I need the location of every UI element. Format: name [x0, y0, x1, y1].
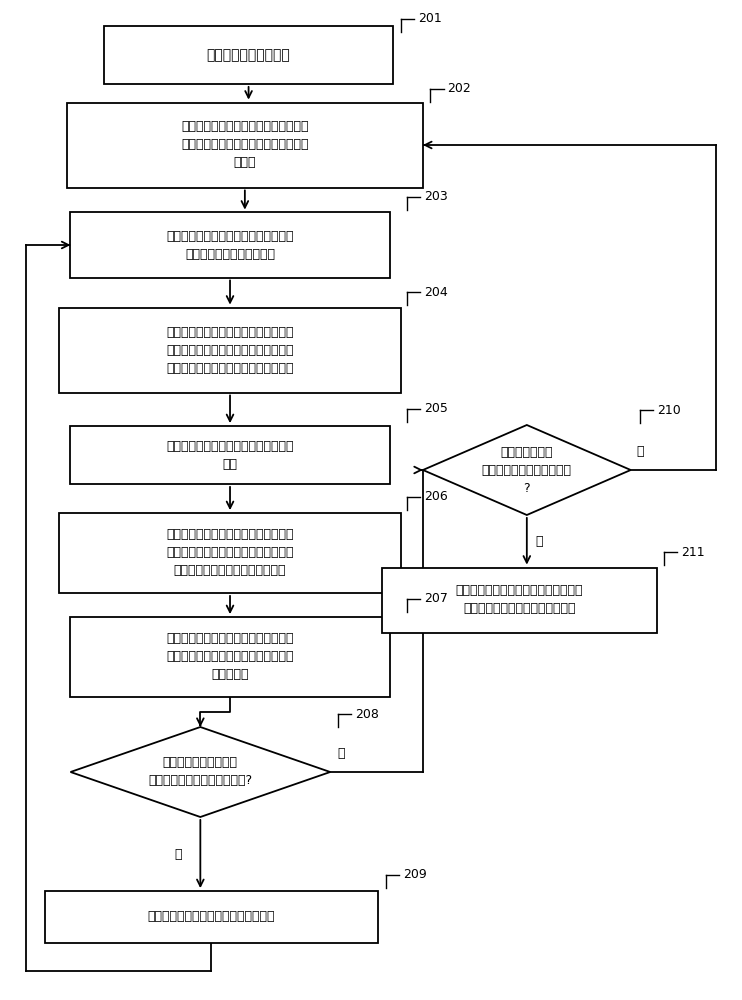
Polygon shape — [423, 425, 631, 515]
Text: 根据两两配对的成对待匹配文件，获得
不包括同一语种的成对待匹配文件的第
一列表: 根据两两配对的成对待匹配文件，获得 不包括同一语种的成对待匹配文件的第 一列表 — [181, 120, 309, 169]
Text: 否: 否 — [174, 848, 182, 860]
Text: 202: 202 — [447, 83, 471, 96]
FancyBboxPatch shape — [70, 617, 390, 697]
Text: 将第一列表中，匹配率最高的一对待匹
配文件，确定为匹配的原文和译文: 将第一列表中，匹配率最高的一对待匹 配文件，确定为匹配的原文和译文 — [456, 584, 583, 615]
FancyBboxPatch shape — [70, 426, 390, 484]
Text: 206: 206 — [424, 490, 447, 504]
Text: 210: 210 — [657, 403, 680, 416]
Text: 204: 204 — [424, 286, 447, 298]
Text: 判断第一列表中
是否遍历完每对待匹配文件
?: 判断第一列表中 是否遍历完每对待匹配文件 ? — [482, 446, 572, 494]
Text: 将待匹配文件两两配对: 将待匹配文件两两配对 — [207, 48, 290, 62]
FancyBboxPatch shape — [45, 891, 378, 943]
FancyBboxPatch shape — [70, 212, 390, 277]
Text: 确定第一待匹配文件的第一权重总值，
第二待匹配文件的第二权重总值，以及
当前对待匹配文件的第三权重总值: 确定第一待匹配文件的第一权重总值， 第二待匹配文件的第二权重总值，以及 当前对待… — [166, 528, 294, 578]
FancyBboxPatch shape — [382, 567, 657, 632]
Text: 从第一列表中，剔除当前对待匹配文件: 从第一列表中，剔除当前对待匹配文件 — [148, 910, 275, 924]
FancyBboxPatch shape — [59, 308, 401, 392]
FancyBboxPatch shape — [67, 103, 423, 188]
FancyBboxPatch shape — [59, 513, 401, 593]
Text: 从第一列表中，确定未遍历的一对待匹
配文件为当前对待匹配文件: 从第一列表中，确定未遍历的一对待匹 配文件为当前对待匹配文件 — [166, 230, 294, 260]
Text: 判断当前对待匹配文件
的匹配率是否大于第一设定值?: 判断当前对待匹配文件 的匹配率是否大于第一设定值? — [148, 756, 252, 788]
Text: 209: 209 — [403, 868, 427, 882]
Text: 根据第一权重总值，第二权重总值，以
及第三权重总值，确定当前对待匹配文
件的匹配率: 根据第一权重总值，第二权重总值，以 及第三权重总值，确定当前对待匹配文 件的匹配… — [166, 633, 294, 682]
Text: 是: 是 — [338, 747, 345, 760]
Text: 201: 201 — [418, 12, 441, 25]
Text: 是: 是 — [536, 535, 543, 548]
Text: 203: 203 — [424, 190, 447, 204]
Text: 提取当前对待匹配文件中第一待匹配文
件的每个非译元素，以及当前对待匹配
文件中第二待匹配文件的每个非译元素: 提取当前对待匹配文件中第一待匹配文 件的每个非译元素，以及当前对待匹配 文件中第… — [166, 326, 294, 374]
FancyBboxPatch shape — [104, 26, 393, 84]
Text: 否: 否 — [637, 445, 644, 458]
Text: 207: 207 — [424, 592, 447, 605]
Text: 确定提取出的每个非译元素对应的权重
系数: 确定提取出的每个非译元素对应的权重 系数 — [166, 440, 294, 471]
Polygon shape — [70, 727, 330, 817]
Text: 205: 205 — [424, 402, 447, 416]
Text: 211: 211 — [681, 546, 705, 558]
Text: 208: 208 — [355, 708, 378, 720]
